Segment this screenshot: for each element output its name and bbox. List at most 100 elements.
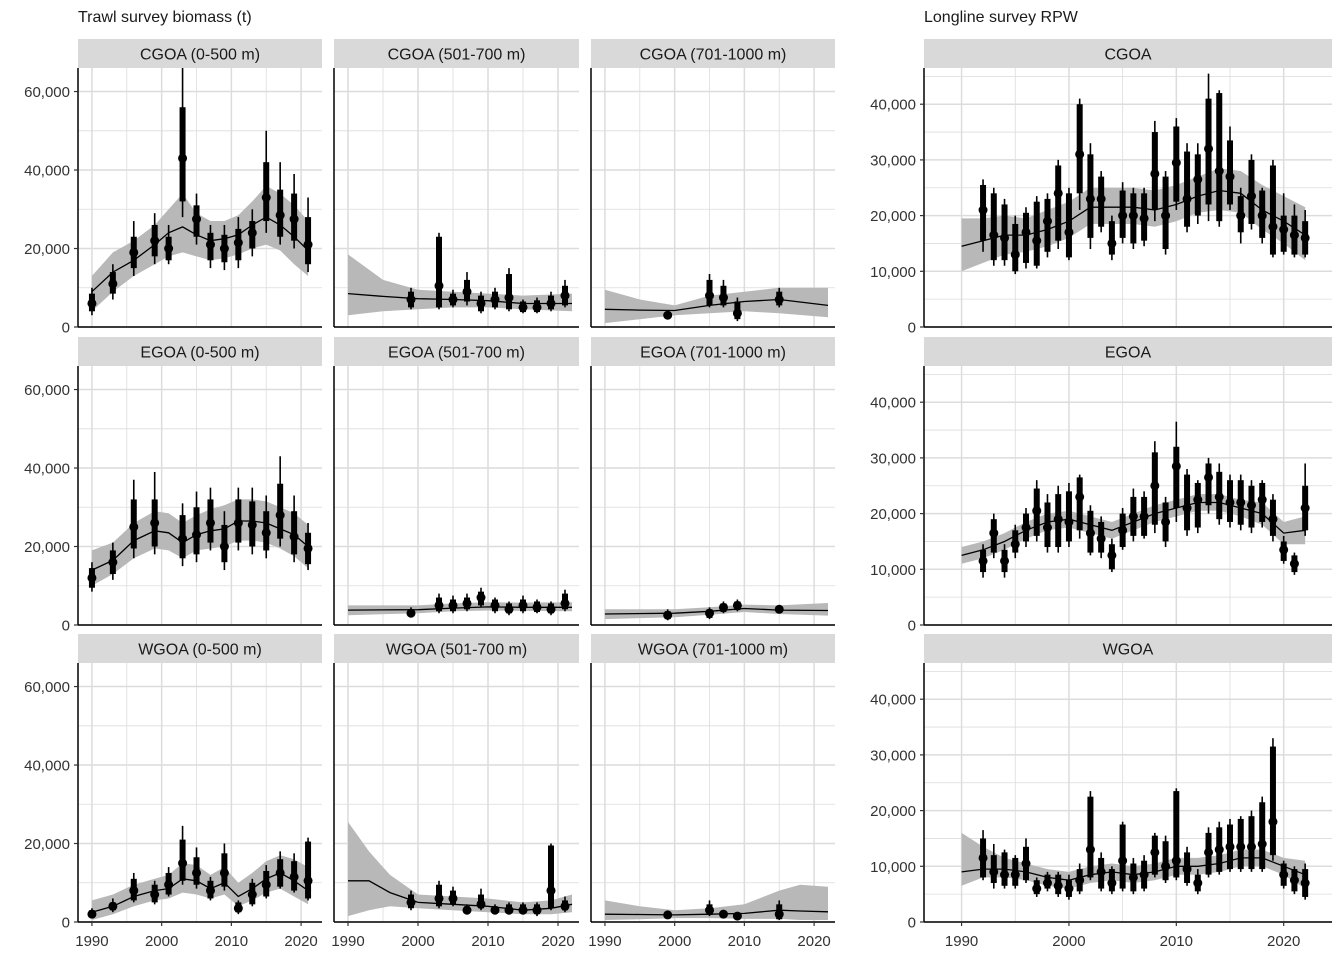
y-tick-label: 20,000 [24,539,70,556]
observation-point [1139,870,1149,880]
observation-point [1150,481,1160,491]
observation-point [476,298,486,308]
observation-point [774,909,784,919]
longline-panel-1: EGOA 0 10,000 20,000 30,000 40,000 [870,337,1332,635]
observation-point [462,598,472,608]
observation-point [303,543,313,553]
observation-point [560,901,570,911]
fit-ribbon [348,821,572,917]
trawl-panel-2: CGOA (701-1000 m) [590,39,835,328]
observation-point [164,880,174,890]
observation-point [275,868,285,878]
observation-point [303,876,313,886]
observation-point [150,236,160,246]
observation-ci-bar [1216,93,1223,222]
observation-point [1042,878,1052,888]
facet-strip-label: EGOA [1105,345,1152,362]
observation-point [1161,211,1171,221]
observation-point [705,608,715,618]
observation-ci-bar [506,274,512,310]
facet-strip [924,39,1332,68]
observation-point [1085,528,1095,538]
x-tick-label: 2010 [728,933,761,950]
observation-point [1279,225,1289,235]
x-tick-label: 1990 [331,933,364,950]
observation-point [1279,870,1289,880]
observation-point [1053,188,1063,198]
x-tick-label: 2000 [658,933,691,950]
observation-point [434,600,444,610]
observation-point [178,858,188,868]
observation-point [1182,194,1192,204]
observation-point [1085,194,1095,204]
observation-ci-bar [1076,477,1083,531]
observation-point [560,291,570,301]
observation-point [1150,847,1160,857]
observation-point [1193,878,1203,888]
fit-ribbon [91,855,309,920]
observation-ci-bar [1173,791,1180,878]
observation-point [1193,174,1203,184]
observation-point [732,600,742,610]
facet-strip [334,337,579,366]
observation-point [978,556,988,566]
x-tick-label: 1990 [588,933,621,950]
observation-point [1128,872,1138,882]
observation-point [1053,881,1063,891]
observation-ci-bar [1001,204,1008,261]
observation-ci-bar [1065,193,1072,258]
observation-point [178,153,188,163]
observation-point [1010,539,1020,549]
observation-point [1096,867,1106,877]
observation-point [663,610,673,620]
observation-ci-bar [990,193,997,261]
observation-point [774,295,784,305]
observation-point [1118,525,1128,535]
observation-ci-bar [1194,154,1201,216]
observation-point [108,557,118,567]
x-tick-label: 2020 [797,933,830,950]
fit-ribbon [91,185,309,312]
observation-point [1096,534,1106,544]
observation-point [663,310,673,320]
observation-point [705,905,715,915]
observation-point [476,593,486,603]
observation-point [718,293,728,303]
observation-point [504,604,514,614]
observation-point [247,520,257,530]
observation-point [448,295,458,305]
facet-strip [591,634,835,663]
observation-ci-bar [1055,165,1062,241]
observation-point [1064,517,1074,527]
observation-point [129,247,139,257]
observation-point [1182,864,1192,874]
observation-point [87,909,97,919]
observation-point [108,901,118,911]
observation-point [289,532,299,542]
observation-point [1289,875,1299,885]
observation-point [1021,523,1031,533]
observation-ci-bar [1023,212,1029,263]
observation-point [233,238,243,248]
observation-point [434,893,444,903]
observation-ci-bar [1269,165,1276,255]
observation-point [275,210,285,220]
observation-point [1128,511,1138,521]
observation-point [1214,166,1224,176]
observation-ci-bar [263,162,270,222]
observation-point [1236,497,1246,507]
observation-point [1021,227,1031,237]
observation-point [1075,492,1085,502]
facet-strip [78,337,322,366]
fit-line [347,606,572,611]
observation-ci-bar [1065,491,1072,542]
observation-point [518,302,528,312]
y-tick-label: 40,000 [24,163,70,180]
observation-point [1010,870,1020,880]
longline-panel-2: WGOA 0 10,000 20,000 30,000 40,000 1990 2000 201… [870,634,1332,950]
observation-ci-bar [1087,796,1094,878]
observation-point [1289,559,1299,569]
observation-point [1032,884,1042,894]
observation-point [1225,497,1235,507]
observation-point [1107,238,1117,248]
